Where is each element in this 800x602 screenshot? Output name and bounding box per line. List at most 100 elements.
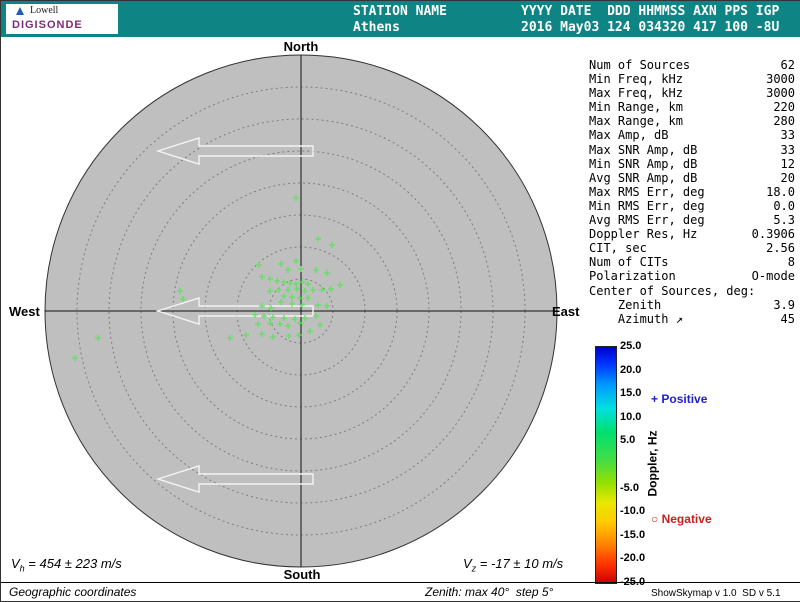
stat-label: Max Freq, kHz <box>589 86 683 101</box>
station-name-value: Athens <box>353 20 400 35</box>
stat-value: 20 <box>780 170 795 185</box>
stat-row: Max SNR Amp, dB 33 <box>589 143 795 157</box>
stat-label: Polarization <box>589 269 676 284</box>
stat-label: Num of CITs <box>589 255 669 270</box>
drift-arrow <box>155 297 314 325</box>
source-marker <box>281 279 287 285</box>
stat-value: 3.9 <box>773 297 795 312</box>
source-marker <box>305 295 311 301</box>
source-marker <box>313 313 319 319</box>
stat-label: Zenith <box>589 297 662 312</box>
stat-label: Azimuth ↗ <box>589 311 683 326</box>
source-marker <box>274 278 280 284</box>
compass-east-label: East <box>552 304 580 319</box>
source-marker <box>298 266 304 272</box>
drift-arrows <box>155 137 314 493</box>
horizontal-velocity-readout: Vh = 454 ± 223 m/s <box>11 556 122 574</box>
header-bar: Lowell DIGISONDE STATION NAME Athens YYY… <box>1 1 800 37</box>
source-marker <box>270 314 276 320</box>
source-marker <box>227 335 233 341</box>
source-marker <box>317 322 323 328</box>
source-marker <box>296 332 302 338</box>
footer-divider <box>1 582 800 583</box>
header-fields-value: 2016 May03 124 034320 417 100 -8U <box>521 20 780 35</box>
stat-label: Center of Sources, deg: <box>589 283 756 298</box>
source-marker <box>324 303 330 309</box>
source-marker <box>261 313 267 319</box>
source-marker <box>285 323 291 329</box>
legend-negative-label: Negative <box>661 512 712 526</box>
source-marker <box>294 286 300 292</box>
drift-arrow <box>155 465 314 493</box>
compass-west-label: West <box>9 304 40 319</box>
source-marker <box>268 305 274 311</box>
source-marker <box>180 296 186 302</box>
lowell-logo-mark <box>16 7 24 15</box>
source-marker <box>270 334 276 340</box>
source-marker <box>285 287 291 293</box>
compass-south-label: South <box>283 567 321 582</box>
stat-label: Doppler Res, Hz <box>589 227 698 242</box>
source-marker <box>305 281 311 287</box>
colorbar-tick-label: -10.0 <box>620 505 646 518</box>
source-marker <box>310 287 316 293</box>
circle-marker-icon: ○ <box>651 512 659 526</box>
source-marker <box>297 295 303 301</box>
stat-label: Avg SNR Amp, dB <box>589 170 698 185</box>
source-marker <box>95 335 101 341</box>
stat-row: Max Amp, dB 33 <box>589 128 795 142</box>
colorbar-tick-label: 10.0 <box>620 410 642 423</box>
stat-row: Max Freq, kHz 3000 <box>589 86 795 100</box>
coordinates-mode-label: Geographic coordinates <box>9 585 137 599</box>
source-marker <box>267 320 273 326</box>
stat-row: Min Range, km 220 <box>589 100 795 114</box>
source-marker <box>286 333 292 339</box>
stat-row: Num of Sources 62 <box>589 58 795 72</box>
stat-value: 220 <box>773 100 795 115</box>
colorbar-tick-label: 5.0 <box>620 434 636 447</box>
source-marker <box>72 355 78 361</box>
source-marker <box>297 320 303 326</box>
stat-label: CIT, sec <box>589 241 647 256</box>
source-marker <box>329 242 335 248</box>
stat-value: 33 <box>780 142 795 157</box>
stat-label: Min Range, km <box>589 100 683 115</box>
stat-value: 3000 <box>766 72 795 87</box>
stat-value: 12 <box>780 156 795 171</box>
colorbar-tick-label: -20.0 <box>620 552 646 565</box>
stat-row: Doppler Res, Hz 0.3906 <box>589 227 795 241</box>
source-marker <box>328 286 334 292</box>
colorbar-axis-label: Doppler, Hz <box>645 430 660 497</box>
stat-row: Max Range, km 280 <box>589 114 795 128</box>
source-marker <box>324 270 330 276</box>
doppler-colorbar <box>595 346 617 584</box>
source-marker <box>285 267 291 273</box>
compass-north-label: North <box>283 39 319 54</box>
source-marker <box>289 301 295 307</box>
stat-label: Max RMS Err, deg <box>589 184 705 199</box>
vertical-velocity-readout: Vz = -17 ± 10 m/s <box>463 556 564 574</box>
source-marker <box>278 261 284 267</box>
source-marker <box>302 315 308 321</box>
stat-row: Min SNR Amp, dB 12 <box>589 157 795 171</box>
stat-label: Min SNR Amp, dB <box>589 156 698 171</box>
source-marker <box>281 315 287 321</box>
stat-value: O-mode <box>751 269 795 284</box>
stat-value: 62 <box>780 58 795 72</box>
stat-value: 33 <box>780 128 795 143</box>
source-marker <box>315 302 321 308</box>
source-marker <box>299 302 305 308</box>
stat-row: Max RMS Err, deg 18.0 <box>589 185 795 199</box>
legend-negative: ○ Negative <box>651 512 712 526</box>
stat-row: Avg RMS Err, deg 5.3 <box>589 213 795 227</box>
logo-lowell-text: Lowell <box>30 5 59 16</box>
source-marker <box>293 195 299 201</box>
drift-arrow <box>155 137 314 165</box>
source-marker <box>267 288 273 294</box>
source-marker <box>302 288 308 294</box>
stat-label: Avg RMS Err, deg <box>589 213 705 228</box>
stat-label: Max SNR Amp, dB <box>589 142 698 157</box>
logo-digisonde-text: DIGISONDE <box>12 19 83 31</box>
zenith-range-note: Zenith: max 40° step 5° <box>425 585 554 599</box>
